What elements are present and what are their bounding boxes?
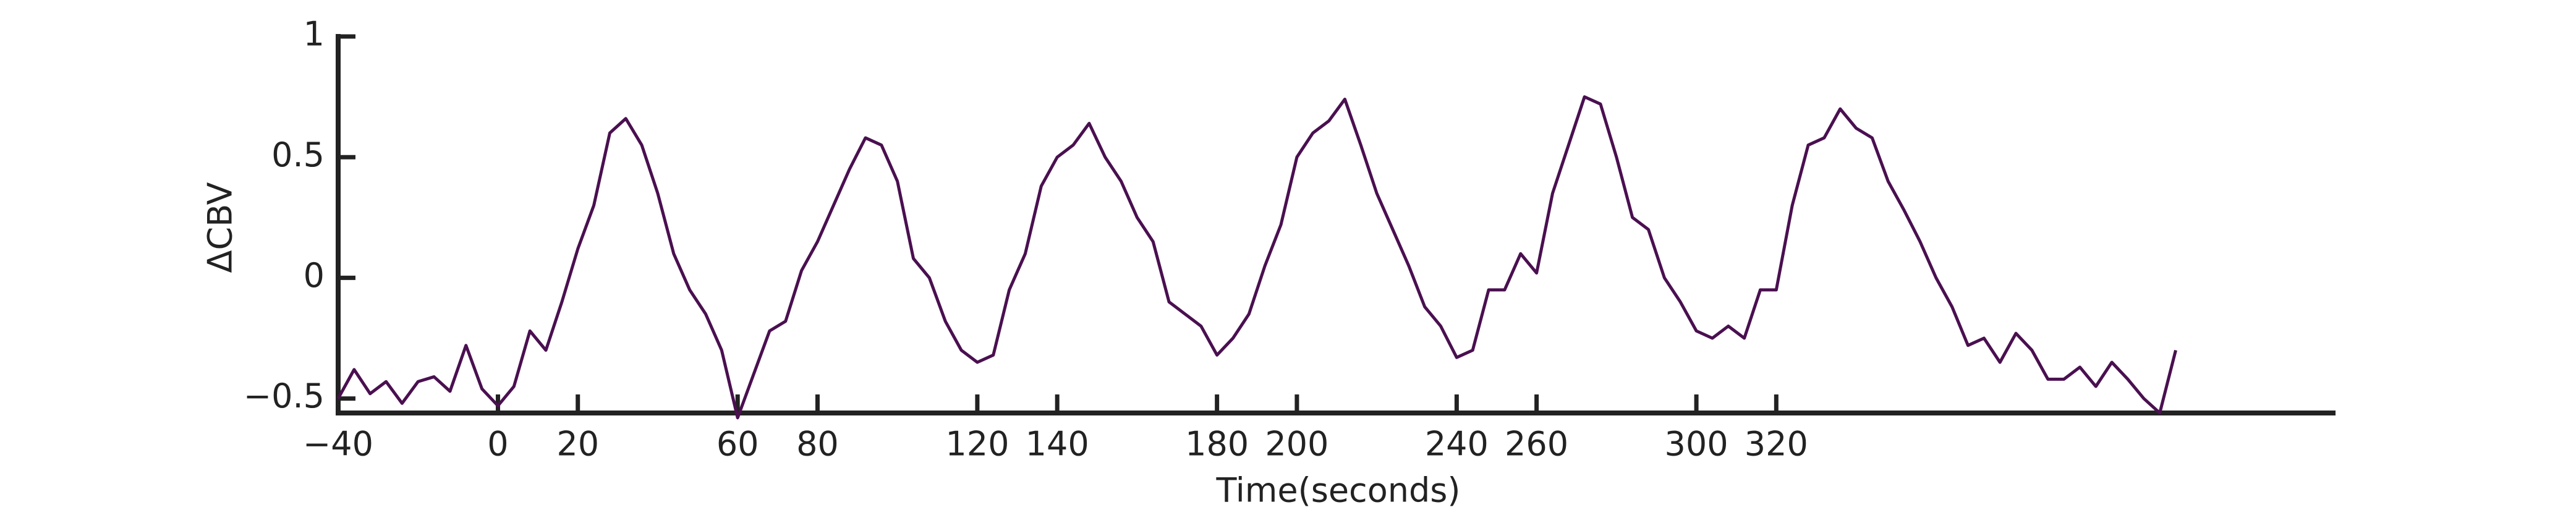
x-tick-label: 240: [1425, 425, 1489, 464]
x-tick-label: 200: [1265, 425, 1328, 464]
y-tick-label: −0.5: [244, 377, 325, 415]
x-tick-label: 300: [1665, 425, 1728, 464]
x-tick-label: 120: [945, 425, 1009, 464]
x-axis-label: Time(seconds): [1215, 471, 1460, 510]
y-tick-label: 0: [304, 256, 325, 295]
x-tick-label: 0: [487, 425, 508, 464]
x-tick-label: 80: [796, 425, 839, 464]
x-tick-label: −40: [303, 425, 373, 464]
x-tick-label: 20: [556, 425, 599, 464]
x-tick-label: 140: [1026, 425, 1089, 464]
y-tick-label: 1: [304, 15, 325, 54]
y-axis-label: ΔCBV: [201, 182, 240, 273]
x-tick-label: 260: [1505, 425, 1568, 464]
x-tick-label: 180: [1185, 425, 1249, 464]
x-tick-label: 60: [716, 425, 759, 464]
x-tick-label: 320: [1745, 425, 1808, 464]
y-tick-label: 0.5: [271, 135, 325, 174]
data-line: [336, 95, 2177, 420]
